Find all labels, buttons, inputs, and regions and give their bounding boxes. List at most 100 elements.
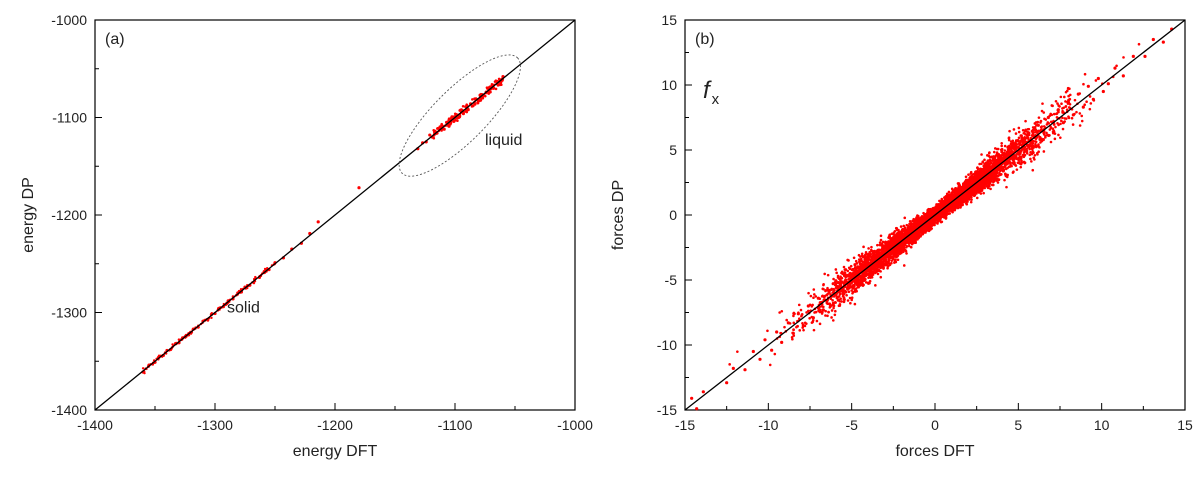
scatter-density-point bbox=[823, 273, 826, 276]
y-tick-label: 15 bbox=[661, 12, 677, 28]
scatter-density-point bbox=[736, 350, 739, 353]
scatter-density-point bbox=[1063, 96, 1066, 99]
scatter-density-point bbox=[1031, 169, 1034, 172]
scatter-density-point bbox=[1051, 105, 1054, 108]
scatter-density-point bbox=[1030, 160, 1033, 163]
scatter-density-point bbox=[942, 201, 945, 204]
scatter-density-point bbox=[834, 314, 837, 317]
scatter-density-point bbox=[851, 292, 854, 295]
y-axis-label: forces DP bbox=[610, 180, 627, 250]
scatter-point bbox=[357, 186, 360, 189]
scatter-density-point bbox=[1000, 145, 1003, 148]
scatter-density-point bbox=[1067, 87, 1070, 90]
scatter-point bbox=[476, 101, 479, 104]
scatter-density-point bbox=[820, 305, 823, 308]
scatter-density-point bbox=[1062, 106, 1065, 109]
scatter-density-point bbox=[1052, 127, 1055, 130]
scatter-density-point bbox=[1055, 113, 1058, 116]
scatter-density-point bbox=[1053, 113, 1056, 116]
scatter-density-point bbox=[1034, 129, 1037, 132]
x-tick-label: -5 bbox=[845, 417, 858, 433]
y-tick-label: -1000 bbox=[51, 12, 87, 28]
scatter-density-point bbox=[1046, 134, 1049, 137]
scatter-density-point bbox=[839, 297, 842, 300]
scatter-density-point bbox=[970, 196, 973, 199]
scatter-density-point bbox=[1040, 126, 1043, 129]
scatter-point bbox=[452, 120, 455, 123]
scatter-density-point bbox=[836, 285, 839, 288]
scatter-density-point bbox=[903, 264, 906, 267]
scatter-density-point bbox=[1082, 83, 1085, 86]
scatter-density-point bbox=[1090, 102, 1093, 105]
scatter-density-point bbox=[811, 321, 814, 324]
scatter-density-point bbox=[980, 153, 983, 156]
scatter-density-point bbox=[210, 317, 212, 319]
scatter-density-point bbox=[813, 293, 816, 296]
scatter-density-point bbox=[491, 83, 494, 86]
scatter-density-point bbox=[1065, 105, 1068, 108]
scatter-point bbox=[462, 112, 465, 115]
scatter-density-point bbox=[996, 148, 999, 151]
scatter-density-point bbox=[862, 246, 865, 249]
scatter-density-point bbox=[849, 297, 852, 300]
scatter-density-point bbox=[872, 250, 875, 253]
scatter-density-point bbox=[142, 367, 144, 369]
scatter-density-point bbox=[796, 325, 799, 328]
x-tick-label: -1400 bbox=[77, 417, 113, 433]
scatter-density-point bbox=[878, 244, 881, 247]
scatter-density-point bbox=[876, 244, 879, 247]
scatter-density-point bbox=[1032, 129, 1035, 132]
scatter-density-point bbox=[495, 88, 498, 91]
scatter-point bbox=[457, 116, 460, 119]
scatter-density-point bbox=[869, 280, 872, 283]
scatter-density-point bbox=[848, 290, 851, 293]
scatter-density-point bbox=[1015, 132, 1018, 135]
scatter-density-point bbox=[822, 284, 825, 287]
scatter-density-point bbox=[1122, 56, 1125, 59]
scatter-density-point bbox=[844, 268, 847, 271]
scatter-density-point bbox=[998, 178, 1001, 181]
scatter-density-point bbox=[855, 260, 858, 263]
y-tick-label: -10 bbox=[657, 337, 677, 353]
scatter-density-point bbox=[807, 310, 810, 313]
scatter-density-point bbox=[1019, 166, 1022, 169]
scatter-density-point bbox=[835, 268, 838, 271]
scatter-density-point bbox=[832, 278, 835, 281]
scatter-density-point bbox=[824, 314, 827, 317]
scatter-density-point bbox=[880, 239, 883, 242]
panel-label: (b) bbox=[695, 31, 715, 48]
scatter-density-point bbox=[1075, 111, 1078, 114]
scatter-density-point bbox=[945, 214, 948, 217]
scatter-density-point bbox=[1089, 95, 1092, 98]
scatter-density-point bbox=[1017, 145, 1020, 148]
scatter-density-point bbox=[1081, 120, 1084, 123]
scatter-density-point bbox=[859, 255, 862, 258]
scatter-density-point bbox=[834, 310, 837, 313]
scatter-density-point bbox=[1080, 115, 1083, 118]
scatter-density-point bbox=[980, 170, 983, 173]
scatter-density-point bbox=[1056, 102, 1059, 105]
scatter-density-point bbox=[879, 276, 882, 279]
scatter-density-point bbox=[954, 188, 957, 191]
scatter-density-point bbox=[957, 207, 960, 210]
scatter-density-point bbox=[1054, 126, 1057, 129]
scatter-density-point bbox=[471, 98, 474, 101]
scatter-density-point bbox=[837, 275, 840, 278]
scatter-density-point bbox=[810, 295, 813, 298]
scatter-density-point bbox=[852, 284, 855, 287]
y-tick-label: 0 bbox=[669, 207, 677, 223]
scatter-density-point bbox=[897, 258, 900, 261]
scatter-density-point bbox=[1035, 140, 1038, 143]
scatter-density-point bbox=[861, 253, 864, 256]
scatter-density-point bbox=[812, 288, 815, 291]
scatter-density-point bbox=[965, 175, 968, 178]
scatter-density-point bbox=[1024, 120, 1027, 123]
y-tick-label: -1200 bbox=[51, 207, 87, 223]
scatter-density-point bbox=[832, 319, 835, 322]
scatter-density-point bbox=[836, 297, 839, 300]
scatter-density-point bbox=[880, 234, 883, 237]
scatter-density-point bbox=[1089, 108, 1092, 111]
scatter-density-point bbox=[1005, 186, 1008, 189]
scatter-density-point bbox=[862, 256, 865, 259]
scatter-density-point bbox=[1034, 126, 1037, 129]
